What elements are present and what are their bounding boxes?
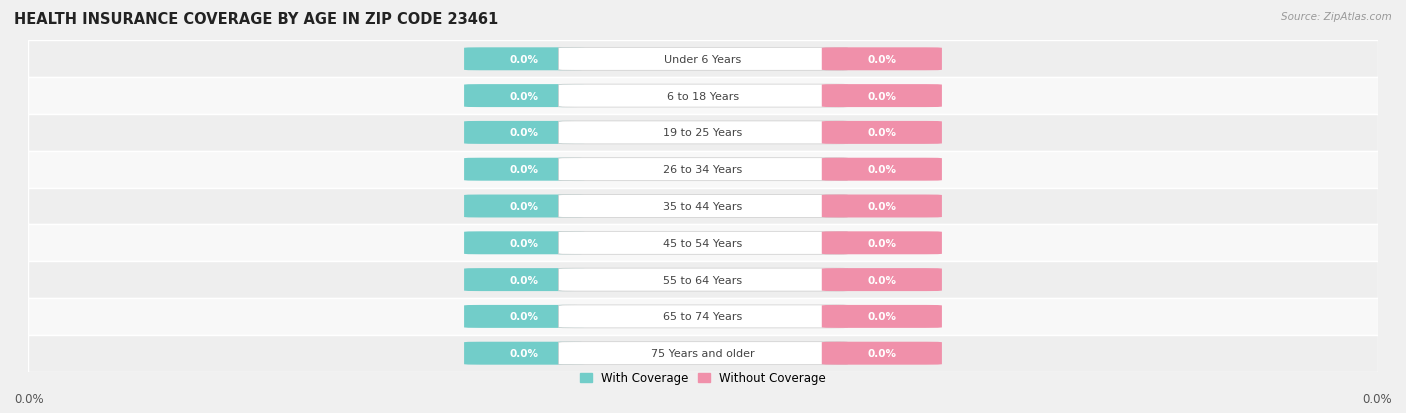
- Text: 0.0%: 0.0%: [868, 91, 897, 101]
- Text: 0.0%: 0.0%: [509, 312, 538, 322]
- Text: 0.0%: 0.0%: [509, 348, 538, 358]
- FancyBboxPatch shape: [558, 305, 848, 328]
- FancyBboxPatch shape: [464, 268, 585, 292]
- FancyBboxPatch shape: [464, 158, 585, 181]
- FancyBboxPatch shape: [558, 158, 848, 181]
- Bar: [28, 298, 1378, 335]
- FancyBboxPatch shape: [821, 305, 942, 328]
- Text: Source: ZipAtlas.com: Source: ZipAtlas.com: [1281, 12, 1392, 22]
- FancyBboxPatch shape: [558, 342, 848, 365]
- Text: 0.0%: 0.0%: [868, 312, 897, 322]
- FancyBboxPatch shape: [464, 195, 585, 218]
- Bar: [28, 78, 1378, 115]
- FancyBboxPatch shape: [558, 48, 848, 71]
- FancyBboxPatch shape: [821, 158, 942, 181]
- Text: 0.0%: 0.0%: [868, 348, 897, 358]
- FancyBboxPatch shape: [464, 48, 585, 71]
- Bar: [28, 261, 1378, 298]
- FancyBboxPatch shape: [821, 232, 942, 255]
- FancyBboxPatch shape: [464, 232, 585, 255]
- FancyBboxPatch shape: [821, 121, 942, 145]
- Text: 0.0%: 0.0%: [509, 202, 538, 211]
- FancyBboxPatch shape: [558, 268, 848, 292]
- Text: 55 to 64 Years: 55 to 64 Years: [664, 275, 742, 285]
- Text: 0.0%: 0.0%: [868, 275, 897, 285]
- Bar: [28, 41, 1378, 78]
- Text: 0.0%: 0.0%: [509, 128, 538, 138]
- Text: 6 to 18 Years: 6 to 18 Years: [666, 91, 740, 101]
- Text: 0.0%: 0.0%: [509, 91, 538, 101]
- Bar: [28, 188, 1378, 225]
- FancyBboxPatch shape: [821, 342, 942, 365]
- Text: 0.0%: 0.0%: [868, 238, 897, 248]
- FancyBboxPatch shape: [821, 195, 942, 218]
- Text: 0.0%: 0.0%: [14, 392, 44, 405]
- FancyBboxPatch shape: [464, 121, 585, 145]
- Text: HEALTH INSURANCE COVERAGE BY AGE IN ZIP CODE 23461: HEALTH INSURANCE COVERAGE BY AGE IN ZIP …: [14, 12, 498, 27]
- Text: 65 to 74 Years: 65 to 74 Years: [664, 312, 742, 322]
- Bar: [28, 225, 1378, 261]
- Text: 19 to 25 Years: 19 to 25 Years: [664, 128, 742, 138]
- FancyBboxPatch shape: [821, 268, 942, 292]
- Text: 0.0%: 0.0%: [868, 202, 897, 211]
- Text: 0.0%: 0.0%: [868, 165, 897, 175]
- Text: 0.0%: 0.0%: [868, 128, 897, 138]
- Text: 0.0%: 0.0%: [509, 55, 538, 65]
- FancyBboxPatch shape: [558, 121, 848, 145]
- Legend: With Coverage, Without Coverage: With Coverage, Without Coverage: [575, 367, 831, 389]
- Bar: [28, 115, 1378, 152]
- FancyBboxPatch shape: [821, 48, 942, 71]
- Text: Under 6 Years: Under 6 Years: [665, 55, 741, 65]
- Text: 0.0%: 0.0%: [509, 165, 538, 175]
- Text: 26 to 34 Years: 26 to 34 Years: [664, 165, 742, 175]
- FancyBboxPatch shape: [464, 305, 585, 328]
- Text: 45 to 54 Years: 45 to 54 Years: [664, 238, 742, 248]
- FancyBboxPatch shape: [558, 195, 848, 218]
- FancyBboxPatch shape: [464, 342, 585, 365]
- FancyBboxPatch shape: [464, 85, 585, 108]
- Text: 75 Years and older: 75 Years and older: [651, 348, 755, 358]
- Text: 0.0%: 0.0%: [509, 238, 538, 248]
- Text: 0.0%: 0.0%: [868, 55, 897, 65]
- Text: 0.0%: 0.0%: [1362, 392, 1392, 405]
- Text: 0.0%: 0.0%: [509, 275, 538, 285]
- Bar: [28, 152, 1378, 188]
- FancyBboxPatch shape: [558, 232, 848, 255]
- Text: 35 to 44 Years: 35 to 44 Years: [664, 202, 742, 211]
- FancyBboxPatch shape: [558, 85, 848, 108]
- FancyBboxPatch shape: [821, 85, 942, 108]
- Bar: [28, 335, 1378, 372]
